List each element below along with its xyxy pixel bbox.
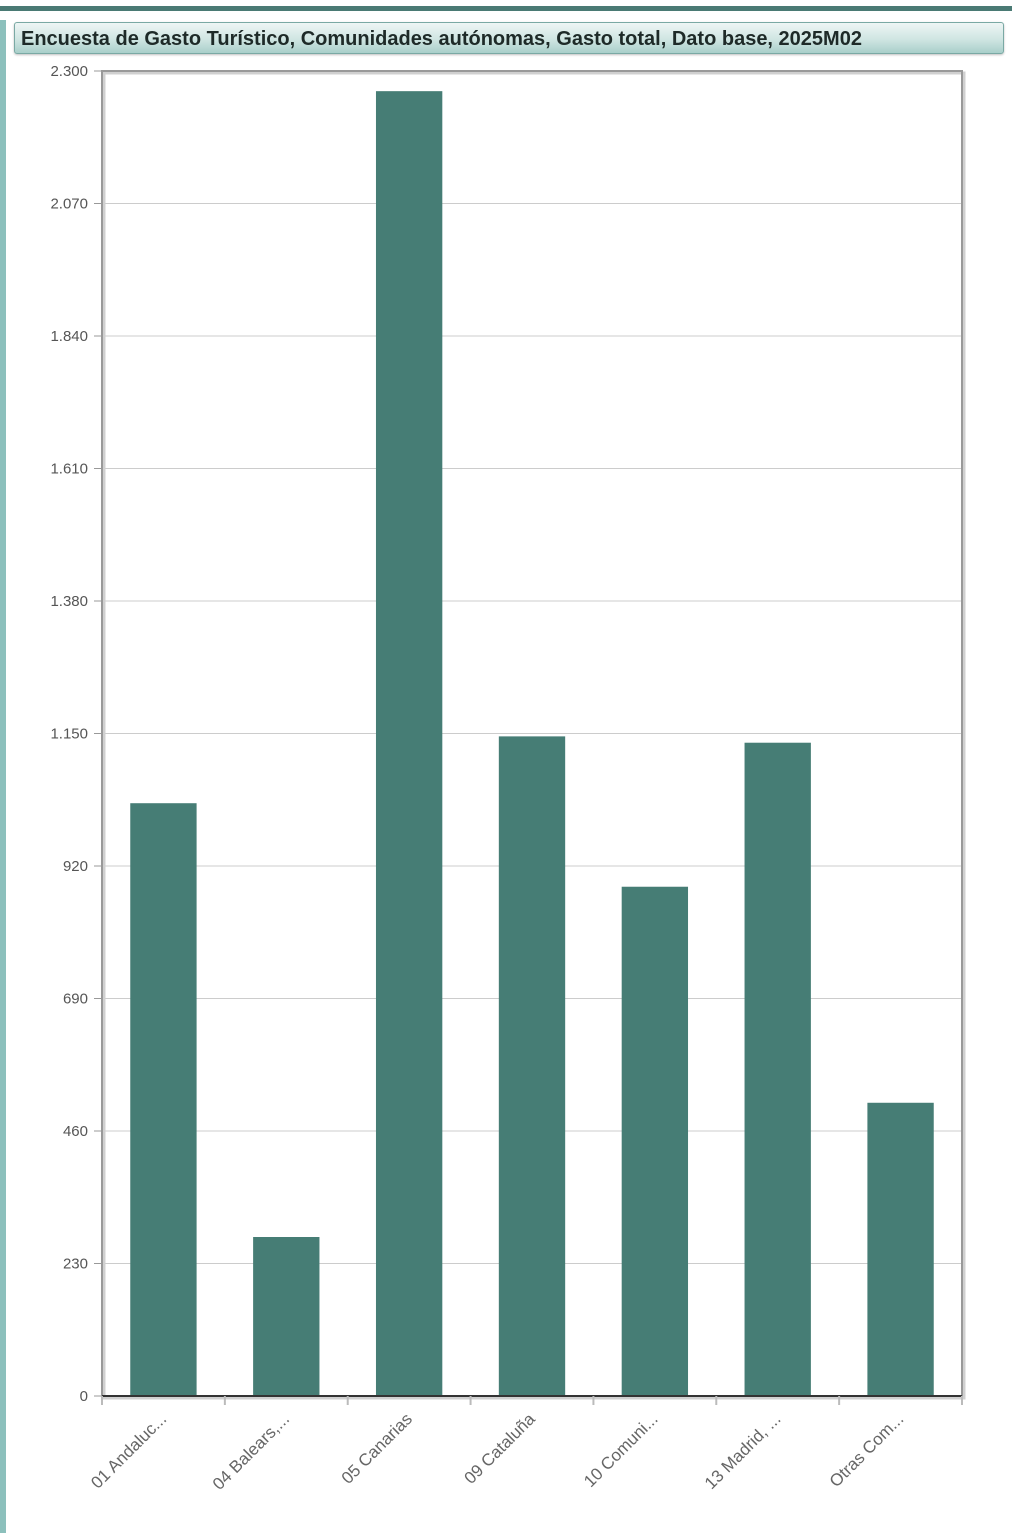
y-tick-label: 2.300	[50, 63, 88, 80]
x-axis-ticks: 01 Andaluc... 04 Balears,... 05 Canarias 09…	[87, 1396, 963, 1494]
y-axis-ticks: 0 230 460 690 920 1.150 1.380 1.610 1.840 2.070 2.…	[50, 63, 102, 1405]
bar[interactable]	[375, 91, 443, 1396]
bar[interactable]	[130, 803, 197, 1396]
x-tick-label: 09 Cataluña	[461, 1409, 540, 1488]
x-tick-label: 05 Canarias	[338, 1409, 416, 1487]
x-tick-label: 04 Balears,...	[209, 1409, 293, 1493]
y-tick-label: 690	[63, 991, 88, 1008]
y-tick-label: 230	[63, 1256, 88, 1273]
y-tick-label: 2.070	[50, 196, 88, 213]
x-tick-label: 01 Andaluc...	[87, 1409, 170, 1492]
y-tick-label: 0	[80, 1388, 88, 1405]
y-tick-label: 1.150	[50, 726, 88, 743]
plot-shadow	[102, 71, 966, 1400]
y-tick-label: 1.610	[50, 461, 88, 478]
bars-layer	[130, 91, 934, 1396]
chart-title-bar: Encuesta de Gasto Turístico, Comunidades…	[14, 22, 1004, 54]
left-rule	[0, 20, 6, 1533]
y-tick-label: 1.840	[50, 328, 88, 345]
top-rule	[0, 6, 1012, 11]
bar[interactable]	[867, 1102, 934, 1396]
y-tick-label: 1.380	[50, 593, 88, 610]
chart-title: Encuesta de Gasto Turístico, Comunidades…	[21, 28, 862, 50]
bar[interactable]	[621, 886, 689, 1396]
bar[interactable]	[498, 736, 566, 1396]
x-tick-label: 10 Comuni...	[580, 1409, 662, 1491]
y-tick-label: 460	[63, 1123, 88, 1140]
bar[interactable]	[253, 1237, 320, 1396]
x-tick-label: Otras Com...	[826, 1409, 908, 1491]
x-tick-label: 13 Madrid, ...	[701, 1409, 785, 1493]
y-tick-label: 920	[63, 858, 88, 875]
bar[interactable]	[744, 742, 811, 1396]
